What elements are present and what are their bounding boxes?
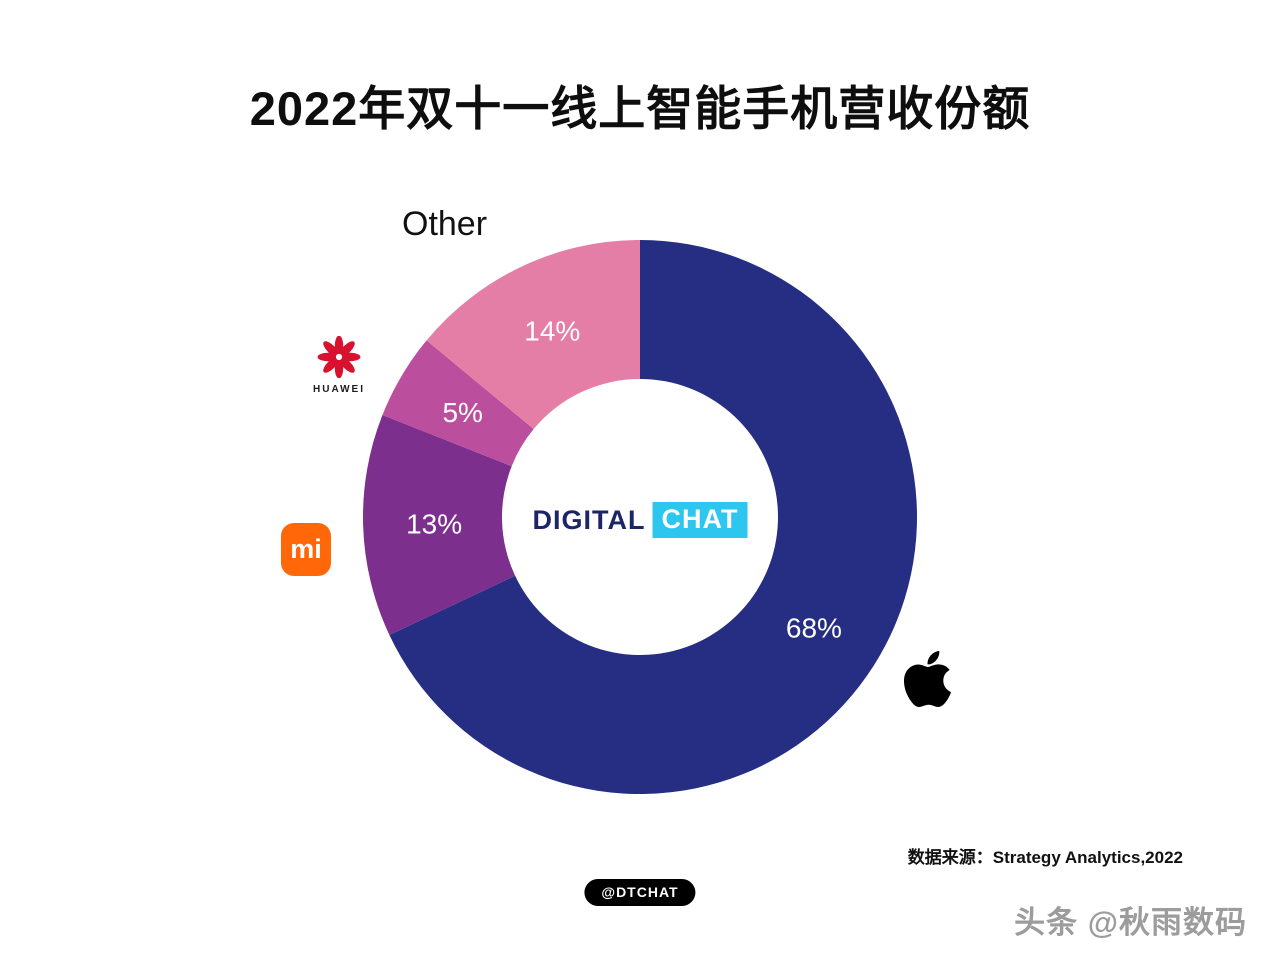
digital-text: DIGITAL [532,504,646,535]
donut-segment-huawei [382,340,534,467]
segment-label-other: Other [402,205,488,243]
segment-value-xiaomi: 13% [406,509,462,540]
segment-value-huawei: 5% [442,397,482,428]
huawei-logo: HUAWEI [311,335,367,395]
apple-logo-icon [904,651,952,707]
segment-value-apple: 68% [786,612,842,643]
donut-segment-xiaomi [362,415,516,635]
toutiao-author-watermark: 头条 @秋雨数码 [1014,905,1247,940]
segment-value-other: 14% [524,316,580,347]
donut-segment-apple [389,240,917,794]
xiaomi-logo: mi [281,523,331,576]
page-title: 2022年双十一线上智能手机营收份额 [249,82,1031,135]
dtchat-watermark-pill: @DTCHAT [584,879,696,906]
donut-svg: 68% 13% 5% 14% [362,240,917,794]
donut-segment-other [426,240,640,430]
huawei-flower-icon [317,335,361,379]
xiaomi-logo-text: mi [290,534,322,564]
data-source-note: 数据来源：Strategy Analytics,2022 [907,848,1183,867]
huawei-wordmark: HUAWEI [313,384,365,395]
chat-badge: CHAT [652,502,748,538]
donut-chart: 68% 13% 5% 14% [360,237,920,797]
center-watermark: DIGITAL CHAT [533,502,748,538]
